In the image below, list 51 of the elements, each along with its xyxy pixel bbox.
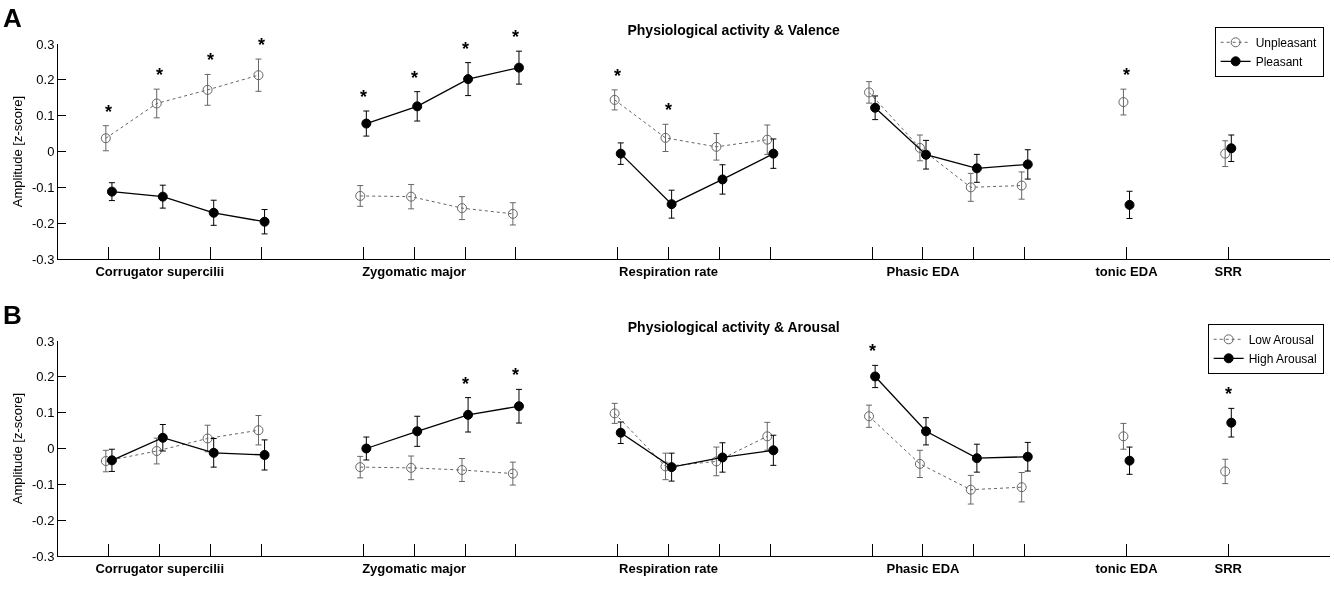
legend-label: Pleasant (1255, 54, 1304, 69)
chart-title: Physiological activity & Valence (627, 21, 841, 38)
y-tick-label: 0 (47, 441, 55, 457)
y-tick-label: -0.1 (31, 179, 55, 195)
x-tick-label: Corrugator supercilii (95, 560, 225, 576)
x-tick-label: Zygomatic major (362, 263, 467, 279)
y-tick-label: 0.2 (36, 72, 55, 88)
data-label: * (105, 102, 113, 122)
y-tick-label: 0.1 (36, 108, 55, 124)
data-label: * (258, 35, 266, 55)
x-tick-label: Phasic EDA (886, 263, 961, 279)
chart-title: Physiological activity & Arousal (627, 318, 840, 335)
y-tick-label: 0 (47, 144, 55, 160)
legend-label: Unpleasant (1255, 35, 1318, 50)
y-tick-label: -0.2 (31, 215, 55, 231)
y-axis-title: Amplitude [z-score] (9, 392, 25, 505)
x-tick-label: Phasic EDA (886, 560, 961, 576)
y-tick-label: -0.1 (31, 476, 55, 492)
data-label: * (1225, 384, 1233, 404)
data-label: * (462, 39, 470, 59)
x-tick-label: Respiration rate (619, 263, 719, 279)
y-tick-label: 0.1 (36, 405, 55, 421)
data-label: * (156, 65, 164, 85)
text: B (3, 300, 22, 330)
x-tick-label: tonic EDA (1095, 560, 1159, 576)
data-label: * (207, 50, 215, 70)
y-tick-label: 0.3 (36, 36, 55, 52)
text: A (3, 3, 22, 33)
data-label: * (665, 100, 673, 120)
y-tick-label: -0.2 (31, 512, 55, 528)
x-tick-label: Zygomatic major (362, 560, 467, 576)
y-tick-label: 0.2 (36, 369, 55, 385)
legend-label: High Arousal (1248, 351, 1317, 366)
legend-label: Low Arousal (1248, 332, 1315, 347)
y-tick-label: 0.3 (36, 333, 55, 349)
data-label: * (512, 27, 520, 47)
x-tick-label: SRR (1214, 560, 1243, 576)
data-label: * (512, 365, 520, 385)
x-tick-label: tonic EDA (1095, 263, 1159, 279)
x-tick-label: SRR (1214, 263, 1243, 279)
data-label: * (614, 66, 622, 86)
data-label: * (869, 341, 877, 361)
y-tick-label: -0.3 (31, 548, 55, 564)
y-tick-label: -0.3 (31, 251, 55, 267)
data-label: * (462, 374, 470, 394)
data-label: * (411, 68, 419, 88)
y-axis-title: Amplitude [z-score] (9, 95, 25, 208)
data-label: * (360, 87, 368, 107)
x-tick-label: Corrugator supercilii (95, 263, 225, 279)
data-label: * (1123, 65, 1131, 85)
x-tick-label: Respiration rate (619, 560, 719, 576)
